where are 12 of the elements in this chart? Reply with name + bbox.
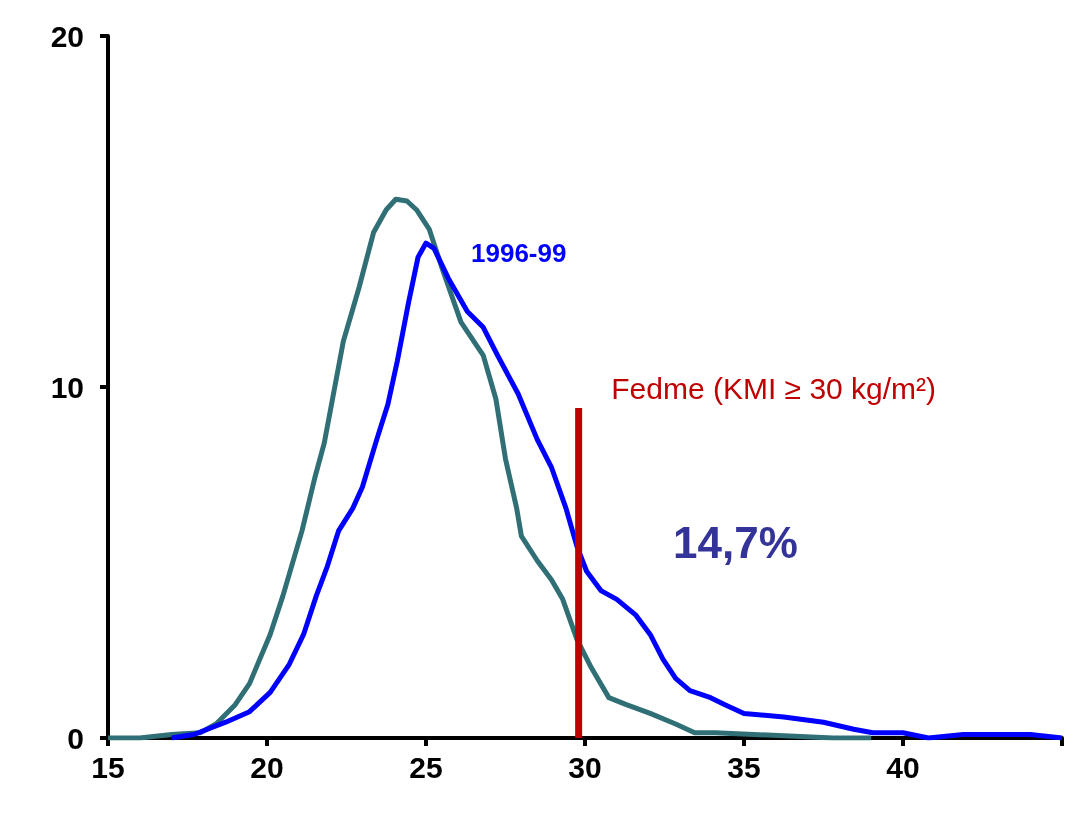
series-label: Fedme (KMI ≥ 30 kg/m²): [611, 371, 937, 405]
x-tick-label: 35: [727, 750, 761, 784]
y-tick-label: 20: [50, 19, 84, 53]
annotation: 14,7%: [673, 517, 798, 567]
x-tick-label: 40: [886, 750, 920, 784]
x-tick-label: 20: [250, 750, 284, 784]
y-tick-label: 10: [50, 370, 84, 404]
y-tick-label: 0: [67, 721, 84, 755]
x-tick-label: 30: [568, 750, 602, 784]
x-tick-label: 15: [91, 750, 125, 784]
x-tick-label: 25: [409, 750, 443, 784]
series-label: 1996-99: [471, 238, 567, 269]
